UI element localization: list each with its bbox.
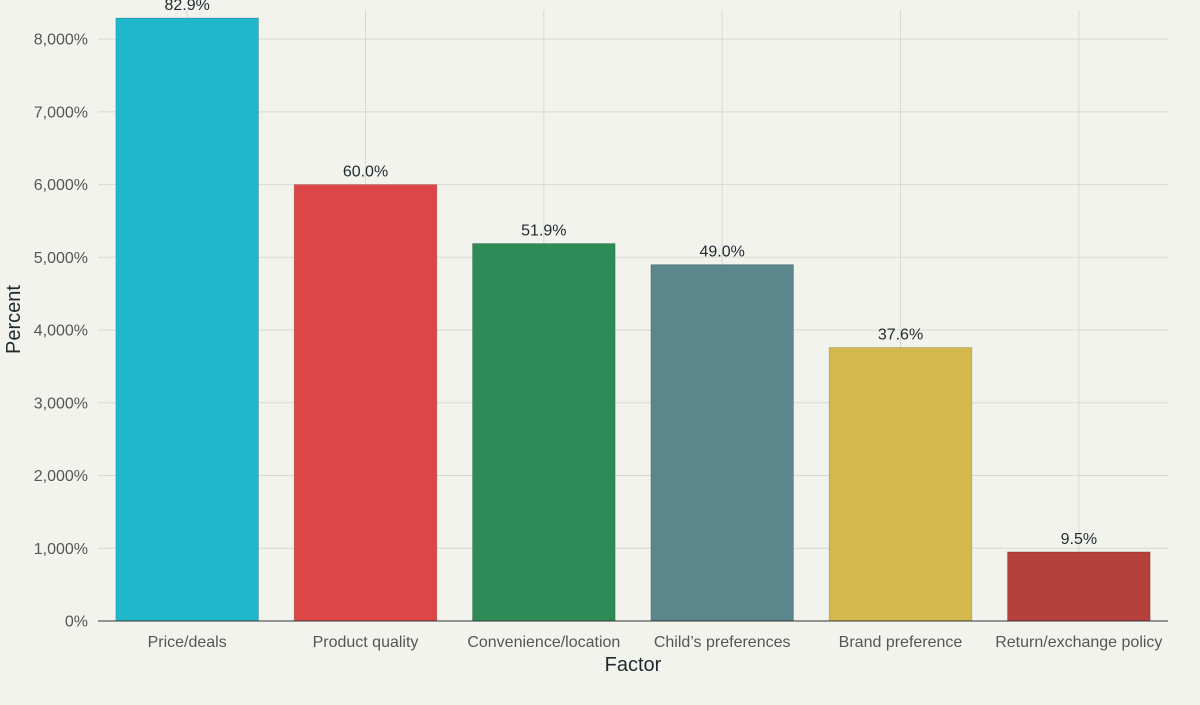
bar-data-label: 49.0% xyxy=(699,244,744,261)
y-tick-label: 4,000% xyxy=(34,323,88,340)
bar-data-label: 60.0% xyxy=(343,164,388,181)
y-axis-title: Percent xyxy=(3,285,25,354)
x-tick-label: Return/exchange policy xyxy=(995,634,1162,651)
x-tick-label: Price/deals xyxy=(148,634,227,651)
bar xyxy=(650,264,794,622)
bar xyxy=(1007,551,1151,622)
y-tick-label: 6,000% xyxy=(34,177,88,194)
bar xyxy=(472,242,616,622)
x-tick-label: Child’s preferences xyxy=(654,634,791,651)
y-tick-label: 1,000% xyxy=(34,541,88,558)
y-tick-label: 0% xyxy=(65,614,88,631)
y-tick-label: 7,000% xyxy=(34,104,88,121)
bar-data-label: 37.6% xyxy=(878,327,923,344)
y-axis-ticks: 0% 1,000% 2,000% 3,000% 4,000% 5,000% 6,000% 7,… xyxy=(34,32,88,631)
y-tick-label: 3,000% xyxy=(34,395,88,412)
y-tick-label: 2,000% xyxy=(34,468,88,485)
x-axis-ticks: Price/deals Product quality Convenience/lo… xyxy=(148,634,1163,651)
bars xyxy=(115,17,1151,622)
x-tick-label: Brand preference xyxy=(839,634,963,651)
y-tick-label: 8,000% xyxy=(34,32,88,49)
x-tick-label: Product quality xyxy=(313,634,419,651)
x-axis-title: Factor xyxy=(605,654,662,676)
bar xyxy=(115,17,260,622)
bar xyxy=(293,184,438,622)
y-tick-label: 5,000% xyxy=(34,250,88,267)
bar-data-label: 51.9% xyxy=(521,222,566,239)
bar-data-label: 9.5% xyxy=(1061,531,1097,548)
bar-data-label: 82.9% xyxy=(164,0,209,14)
x-tick-label: Convenience/location xyxy=(467,634,620,651)
bar xyxy=(828,347,973,622)
data-labels: 82.9% 60.0% 51.9% 49.0% 37.6% 9.5% xyxy=(164,0,1097,548)
